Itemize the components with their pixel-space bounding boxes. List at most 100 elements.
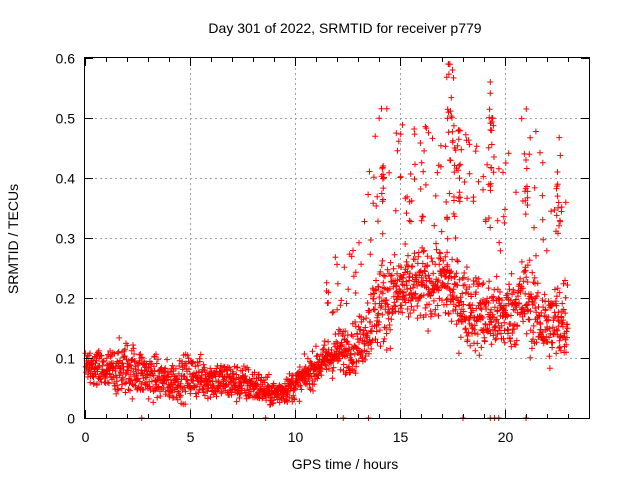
x-tick-label: 15 bbox=[393, 429, 409, 445]
data-point bbox=[107, 353, 114, 360]
data-point bbox=[463, 137, 470, 144]
data-point bbox=[507, 338, 514, 345]
data-point bbox=[367, 291, 374, 298]
data-point bbox=[364, 300, 371, 306]
data-point bbox=[480, 186, 486, 193]
data-point bbox=[500, 169, 506, 176]
data-point bbox=[350, 247, 356, 254]
data-point bbox=[142, 381, 149, 388]
data-point bbox=[230, 370, 237, 377]
data-point bbox=[431, 222, 438, 229]
data-point bbox=[389, 309, 396, 316]
data-point bbox=[449, 137, 456, 144]
data-point bbox=[251, 369, 258, 376]
data-point bbox=[530, 322, 537, 329]
data-point bbox=[427, 313, 434, 320]
data-point bbox=[380, 196, 386, 203]
data-point bbox=[544, 338, 551, 345]
data-point bbox=[112, 363, 119, 370]
data-point bbox=[418, 159, 425, 166]
data-point bbox=[505, 327, 512, 334]
x-tick-label: 10 bbox=[288, 429, 304, 445]
data-point bbox=[443, 199, 450, 205]
data-point bbox=[430, 297, 437, 304]
data-point bbox=[482, 216, 489, 223]
data-point bbox=[449, 256, 456, 263]
data-point bbox=[352, 269, 359, 276]
data-point bbox=[436, 255, 442, 261]
data-point bbox=[428, 255, 435, 262]
data-point bbox=[562, 294, 569, 301]
data-point bbox=[261, 379, 268, 386]
data-point bbox=[445, 71, 452, 78]
data-point bbox=[378, 262, 385, 269]
data-point bbox=[524, 183, 530, 190]
data-point bbox=[527, 354, 534, 361]
data-point bbox=[560, 280, 567, 287]
data-point bbox=[373, 203, 380, 209]
data-point bbox=[419, 260, 426, 267]
data-point bbox=[182, 401, 189, 408]
data-point bbox=[483, 306, 490, 312]
data-point bbox=[558, 208, 565, 215]
data-point bbox=[524, 202, 531, 208]
data-point bbox=[530, 329, 537, 336]
y-axis-label: SRMTID / TECUs bbox=[5, 184, 21, 294]
data-point bbox=[475, 283, 481, 290]
data-point bbox=[556, 289, 563, 296]
data-point bbox=[488, 141, 495, 148]
data-point bbox=[386, 285, 393, 292]
data-point bbox=[415, 297, 422, 304]
data-point bbox=[457, 161, 464, 168]
data-point bbox=[530, 336, 536, 343]
data-point bbox=[563, 328, 570, 335]
data-point bbox=[242, 373, 249, 379]
data-point bbox=[455, 195, 462, 202]
data-point bbox=[182, 388, 189, 395]
data-point bbox=[442, 143, 449, 150]
data-point bbox=[192, 363, 199, 370]
data-point bbox=[120, 376, 126, 382]
data-point bbox=[383, 297, 390, 303]
data-point bbox=[443, 301, 450, 308]
data-point bbox=[452, 235, 459, 241]
data-point bbox=[334, 261, 340, 268]
data-point bbox=[454, 282, 461, 289]
data-point bbox=[546, 365, 553, 372]
data-point bbox=[352, 323, 359, 330]
data-point bbox=[562, 277, 568, 284]
data-point bbox=[381, 174, 387, 181]
data-point bbox=[410, 307, 417, 314]
data-point bbox=[339, 341, 345, 348]
data-point bbox=[562, 199, 569, 206]
data-point bbox=[450, 296, 457, 303]
data-point bbox=[519, 285, 526, 292]
data-point bbox=[488, 127, 495, 134]
data-point bbox=[379, 164, 386, 171]
data-point bbox=[449, 67, 456, 73]
data-point bbox=[363, 315, 370, 322]
data-point bbox=[207, 365, 214, 372]
y-tick-label: 0.5 bbox=[56, 111, 76, 127]
data-point bbox=[350, 273, 357, 280]
data-point bbox=[369, 337, 376, 344]
data-point bbox=[181, 373, 188, 379]
data-point bbox=[254, 381, 261, 388]
data-point bbox=[445, 109, 452, 116]
data-point bbox=[188, 385, 194, 392]
data-point bbox=[445, 311, 452, 317]
data-point bbox=[394, 270, 401, 277]
data-point bbox=[456, 276, 463, 283]
data-point bbox=[400, 289, 407, 295]
data-point bbox=[384, 301, 391, 308]
data-point bbox=[412, 161, 418, 168]
data-point bbox=[319, 365, 325, 372]
data-point bbox=[417, 312, 424, 319]
data-point bbox=[387, 259, 394, 266]
data-point bbox=[376, 319, 382, 325]
data-point bbox=[446, 190, 453, 197]
data-point bbox=[546, 353, 553, 360]
data-point bbox=[521, 310, 528, 317]
data-point bbox=[470, 281, 477, 288]
data-point bbox=[190, 358, 196, 365]
